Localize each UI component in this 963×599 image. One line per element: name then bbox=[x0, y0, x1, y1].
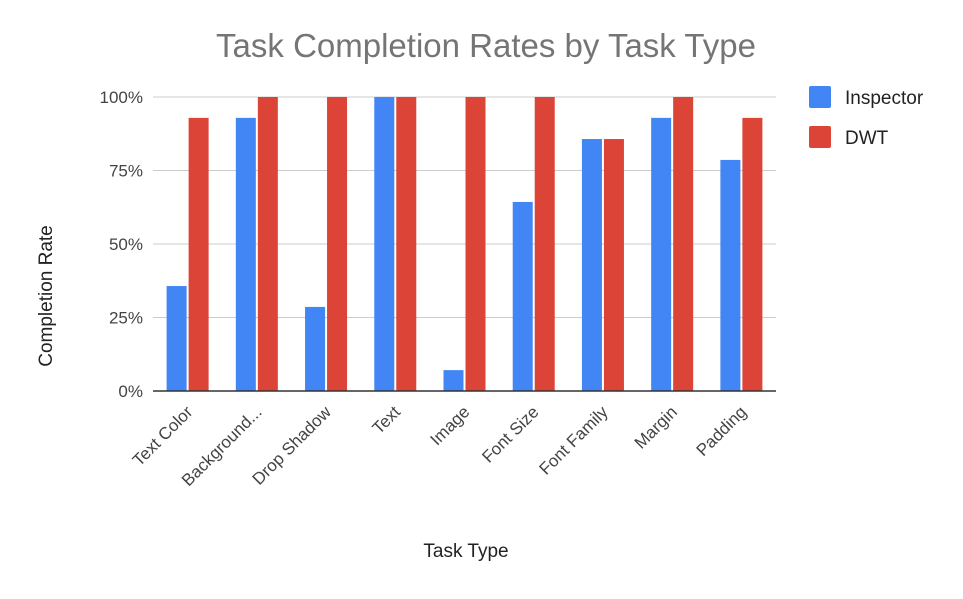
legend: Inspector DWT bbox=[809, 86, 924, 149]
x-tick-label: Text bbox=[369, 402, 405, 438]
x-tick-label: Image bbox=[426, 402, 473, 449]
y-axis-title: Completion Rate bbox=[36, 225, 57, 367]
gridlines bbox=[153, 96, 776, 318]
bar-dwt-5 bbox=[534, 97, 555, 391]
y-tick-label: 50% bbox=[109, 235, 143, 254]
bar-inspector-1 bbox=[235, 117, 256, 392]
x-tick-label: Font Size bbox=[478, 402, 542, 466]
y-tick-label: 0% bbox=[118, 382, 143, 401]
y-tick-label: 25% bbox=[109, 309, 143, 328]
bar-dwt-6 bbox=[603, 139, 624, 391]
bar-dwt-8 bbox=[742, 117, 763, 392]
x-axis-title: Task Type bbox=[423, 541, 508, 562]
bar-inspector-8 bbox=[720, 159, 741, 391]
x-tick-label: Font Family bbox=[536, 402, 613, 479]
legend-swatch-inspector bbox=[809, 86, 831, 108]
bar-inspector-0 bbox=[166, 286, 187, 391]
x-tick-label: Margin bbox=[631, 402, 681, 452]
x-tick-label: Padding bbox=[693, 402, 751, 460]
y-axis-ticks: 0% 25% 50% 75% 100% bbox=[100, 88, 143, 401]
y-tick-label: 75% bbox=[109, 162, 143, 181]
bar-inspector-5 bbox=[512, 201, 533, 391]
bar-inspector-2 bbox=[305, 306, 326, 391]
bar-dwt-4 bbox=[465, 97, 486, 391]
bar-inspector-7 bbox=[651, 117, 672, 392]
bar-inspector-4 bbox=[443, 370, 464, 391]
legend-label-inspector: Inspector bbox=[845, 88, 924, 109]
bars bbox=[166, 97, 763, 392]
bar-inspector-6 bbox=[581, 139, 602, 391]
bar-dwt-1 bbox=[257, 97, 278, 391]
bar-dwt-7 bbox=[673, 97, 694, 391]
y-tick-label: 100% bbox=[100, 88, 143, 107]
legend-label-dwt: DWT bbox=[845, 128, 889, 149]
bar-dwt-2 bbox=[327, 97, 348, 391]
bar-inspector-3 bbox=[374, 97, 395, 391]
legend-swatch-dwt bbox=[809, 126, 831, 148]
bar-dwt-0 bbox=[188, 117, 209, 392]
x-tick-label: Text Color bbox=[129, 402, 197, 470]
chart-title: Task Completion Rates by Task Type bbox=[216, 27, 756, 64]
bar-dwt-3 bbox=[396, 97, 417, 391]
